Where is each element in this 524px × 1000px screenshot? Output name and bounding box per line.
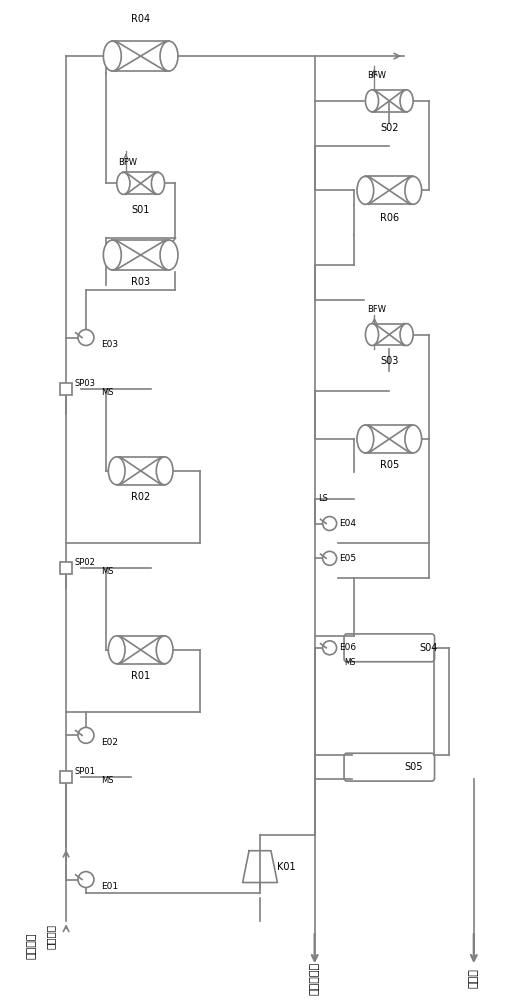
Text: MS: MS	[345, 658, 356, 667]
FancyBboxPatch shape	[344, 634, 434, 662]
Text: R05: R05	[380, 460, 399, 470]
Bar	[117, 636, 165, 664]
Text: 电石尾气: 电石尾气	[46, 924, 56, 949]
Ellipse shape	[160, 41, 178, 71]
Circle shape	[78, 727, 94, 743]
Ellipse shape	[156, 636, 173, 664]
Bar	[112, 240, 169, 270]
Ellipse shape	[357, 425, 374, 453]
Bar	[123, 172, 158, 194]
Ellipse shape	[400, 90, 413, 112]
Text: R06: R06	[380, 213, 399, 223]
Text: R03: R03	[131, 277, 150, 287]
Text: LS: LS	[318, 494, 328, 503]
Text: E02: E02	[101, 738, 118, 747]
Bar	[117, 457, 165, 485]
Text: R01: R01	[131, 671, 150, 681]
Bar	[123, 172, 158, 194]
Circle shape	[323, 551, 336, 565]
Text: E03: E03	[101, 340, 118, 349]
Text: R04: R04	[131, 14, 150, 24]
Ellipse shape	[103, 41, 121, 71]
Bar	[365, 425, 413, 453]
Ellipse shape	[156, 457, 173, 485]
Ellipse shape	[108, 457, 125, 485]
Circle shape	[323, 641, 336, 655]
Ellipse shape	[357, 176, 374, 204]
Bar	[112, 41, 169, 71]
Circle shape	[78, 330, 94, 345]
Bar	[112, 240, 169, 270]
Ellipse shape	[117, 172, 130, 194]
Ellipse shape	[400, 324, 413, 345]
Ellipse shape	[151, 172, 165, 194]
Bar	[117, 457, 165, 485]
Text: E06: E06	[340, 643, 357, 652]
Bar	[365, 176, 413, 204]
Ellipse shape	[365, 90, 378, 112]
Text: E05: E05	[340, 554, 357, 563]
Text: R02: R02	[131, 492, 150, 502]
Text: E04: E04	[340, 519, 356, 528]
Text: E01: E01	[101, 882, 118, 891]
Bar	[372, 90, 407, 112]
Bar	[60, 562, 72, 574]
Bar	[60, 383, 72, 395]
Bar	[117, 636, 165, 664]
Circle shape	[323, 517, 336, 530]
Text: S03: S03	[380, 356, 398, 366]
Ellipse shape	[160, 240, 178, 270]
Bar	[60, 771, 72, 783]
Text: MS: MS	[101, 567, 113, 576]
Text: S01: S01	[132, 205, 150, 215]
Text: SP03: SP03	[74, 379, 95, 388]
Bar	[372, 90, 407, 112]
Text: SP02: SP02	[74, 558, 95, 567]
Text: SP01: SP01	[74, 767, 95, 776]
Text: S04: S04	[419, 643, 438, 653]
Text: 冷凝液: 冷凝液	[469, 968, 479, 988]
Ellipse shape	[405, 425, 422, 453]
Bar	[112, 41, 169, 71]
Bar	[365, 425, 413, 453]
Ellipse shape	[108, 636, 125, 664]
Circle shape	[78, 872, 94, 888]
Text: MS: MS	[101, 388, 113, 397]
Text: S05: S05	[404, 762, 423, 772]
Text: 变换产品气: 变换产品气	[310, 961, 320, 995]
Text: K01: K01	[277, 862, 296, 872]
FancyBboxPatch shape	[344, 753, 434, 781]
Ellipse shape	[103, 240, 121, 270]
Text: S02: S02	[380, 123, 399, 133]
Text: 电石尾气: 电石尾气	[26, 933, 36, 959]
Bar	[372, 324, 407, 345]
Text: BFW: BFW	[367, 71, 386, 80]
Bar	[372, 324, 407, 345]
Ellipse shape	[365, 324, 378, 345]
Text: BFW: BFW	[367, 305, 386, 314]
Bar	[365, 176, 413, 204]
Text: BFW: BFW	[118, 158, 137, 167]
Text: MS: MS	[101, 776, 113, 785]
Ellipse shape	[405, 176, 422, 204]
